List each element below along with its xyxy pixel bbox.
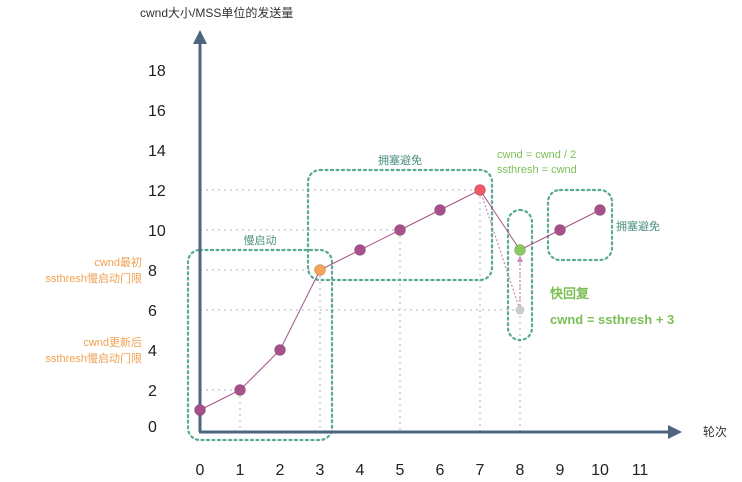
region-label-0: 慢启动: [244, 234, 277, 247]
point-7-12: [474, 184, 486, 196]
point-8-9: [514, 244, 526, 256]
y-tick-2: 2: [148, 383, 157, 400]
region-box-3: [546, 188, 614, 262]
region-label-1: 拥塞避免: [378, 153, 422, 167]
x-axis-title: 轮次: [703, 425, 727, 439]
region-label-3: 拥塞避免: [616, 219, 660, 233]
point-ghost-8-6: [515, 305, 525, 315]
annotation-fast-recovery: 快回复: [550, 286, 590, 301]
data-points: [194, 184, 606, 416]
point-10-11: [594, 204, 606, 216]
x-tick-3: 3: [316, 462, 325, 479]
annotation-updated-cwnd: cwnd更新后: [83, 335, 142, 349]
annotation-initial-ssthresh: ssthresh慢启动门限: [45, 271, 142, 285]
y-tick-6: 6: [148, 303, 157, 320]
y-tick-14: 14: [148, 143, 166, 160]
axes: [193, 30, 682, 439]
guide-lines: [200, 189, 521, 432]
ghost-arrow: [517, 256, 523, 262]
y-axis-title: cwnd大小/MSS单位的发送量: [140, 5, 293, 20]
ghost-connector-a: [479, 189, 521, 311]
y-axis-arrow: [193, 30, 207, 44]
annotation-loss-ssthresh: ssthresh = cwnd: [497, 164, 577, 176]
point-6-11: [434, 204, 446, 216]
x-tick-6: 6: [436, 462, 445, 479]
point-3-8: [314, 264, 326, 276]
x-tick-5: 5: [396, 462, 405, 479]
y-tick-10: 10: [148, 223, 166, 240]
y-tick-4: 4: [148, 343, 157, 360]
y-tick-0: 0: [148, 419, 157, 436]
annotation-initial-cwnd: cwnd最初: [94, 255, 142, 269]
annotation-loss-cwnd: cwnd = cwnd / 2: [497, 149, 576, 161]
point-0-1: [194, 404, 206, 416]
region-box-0: [186, 248, 334, 442]
annotation-updated-ssthresh: ssthresh慢启动门限: [45, 351, 142, 365]
x-tick-8: 8: [516, 462, 525, 479]
x-tick-1: 1: [236, 462, 245, 479]
x-tick-0: 0: [196, 462, 205, 479]
point-2-4: [274, 344, 286, 356]
point-9-10: [554, 224, 566, 236]
x-tick-11: 11: [632, 462, 649, 479]
y-tick-12: 12: [148, 183, 166, 200]
x-tick-10: 10: [591, 462, 609, 479]
point-4-9: [354, 244, 366, 256]
annotation-fast-recovery-formula: cwnd = ssthresh + 3: [550, 312, 674, 327]
x-tick-4: 4: [356, 462, 365, 479]
point-5-10: [394, 224, 406, 236]
x-tick-9: 9: [556, 462, 565, 479]
x-tick-7: 7: [476, 462, 485, 479]
y-tick-8: 8: [148, 263, 157, 280]
series-polyline: [199, 189, 601, 411]
y-tick-18: 18: [148, 63, 166, 80]
series-line: [199, 189, 601, 411]
x-axis-arrow: [668, 425, 682, 439]
x-tick-2: 2: [276, 462, 285, 479]
y-tick-16: 16: [148, 103, 166, 120]
point-1-2: [234, 384, 246, 396]
y-tick-labels: 0 2 4 6 8 10 12 14 16 18: [148, 63, 166, 436]
x-tick-labels: 0 1 2 3 4 5 6 7 8 9 10 11: [196, 462, 649, 479]
